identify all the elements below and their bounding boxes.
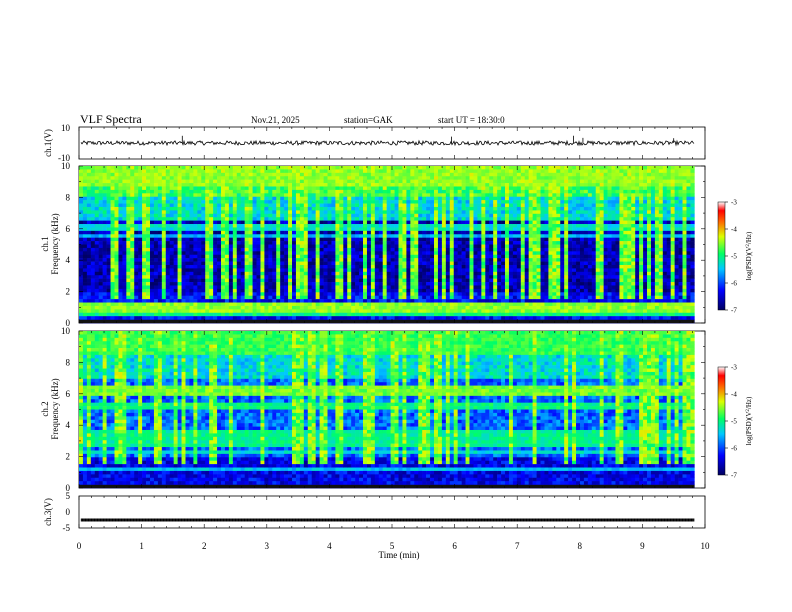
figure-title: VLF Spectra [80, 112, 142, 126]
ch1-colorbar-label: log(PSD)(V2/Hz) [745, 231, 753, 280]
frequency-tick-label: 2 [66, 452, 71, 462]
frequency-tick-label: 2 [66, 287, 71, 297]
ch2-frequency-label: Frequency (kHz) [50, 378, 60, 439]
xtick-label: 10 [701, 541, 711, 551]
colorbar-tick-label: -5 [731, 253, 737, 261]
start-time-label: start UT = 18:30:0 [438, 115, 505, 125]
frequency-tick-label: 0 [66, 483, 71, 493]
frequency-tick-label: 6 [66, 224, 71, 234]
ch3-ytick-bottom: -5 [63, 523, 71, 533]
xtick-label: 8 [578, 541, 583, 551]
xtick-label: 7 [515, 541, 520, 551]
ch3-ytick-top: 5 [66, 491, 71, 501]
ch1-ytick-bottom: -10 [58, 153, 70, 163]
ch1-spectrogram-panel: ch.1 Frequency (kHz) 0 2 4 6 8 10 [40, 161, 706, 328]
colorbar-tick-label: -7 [731, 472, 737, 480]
ch2-colorbar: -3 -4 -5 -6 -7 log(PSD)(V2/Hz) [717, 364, 753, 480]
xtick-label: 5 [390, 541, 395, 551]
date-label: Nov.21, 2025 [251, 115, 300, 125]
ch2-spectrogram-image [79, 331, 695, 489]
frequency-tick-label: 8 [66, 357, 71, 367]
ch2-spectrogram-panel: ch.2 Frequency (kHz) 0 2 4 6 8 10 [40, 326, 706, 493]
frequency-tick-label: 0 [66, 318, 71, 328]
ch1-spectrogram-image [79, 166, 695, 324]
ch1-colorbar-scale [717, 201, 726, 311]
ch2-ylabel: ch.2 [40, 401, 50, 416]
xtick-label: 3 [265, 541, 270, 551]
ch3-waveform-panel: 5 0 -5 ch.3(V) [43, 491, 706, 533]
ch3-ytick-mid: 0 [66, 507, 71, 517]
frequency-tick-label: 6 [66, 389, 71, 399]
xtick-label: 4 [327, 541, 332, 551]
xtick-label: 9 [640, 541, 645, 551]
xtick-label: 0 [77, 541, 82, 551]
ch3-waveform-ylabel: ch.3(V) [43, 498, 53, 526]
ch1-ylabel: ch.1 [40, 236, 50, 251]
time-axis: 0 1 2 3 4 5 6 7 8 9 10 [77, 127, 710, 551]
ch1-ytick-top: 10 [61, 123, 71, 133]
xtick-label: 2 [202, 541, 207, 551]
colorbar-tick-label: -3 [731, 364, 737, 372]
colorbar-tick-label: -6 [731, 445, 737, 453]
ch1-colorbar: -3 -4 -5 -6 -7 log(PSD)(V2/Hz) [717, 199, 753, 315]
colorbar-tick-label: -3 [731, 199, 737, 207]
ch1-waveform-panel: 10 -10 ch.1(V) [43, 123, 706, 163]
colorbar-tick-label: -7 [731, 307, 737, 315]
ch1-waveform-ylabel: ch.1(V) [43, 129, 53, 157]
time-axis-label: Time (min) [379, 550, 420, 560]
frequency-tick-label: 4 [66, 420, 71, 430]
colorbar-tick-label: -5 [731, 418, 737, 426]
ch2-colorbar-scale [717, 366, 726, 476]
ch1-waveform-line [80, 139, 695, 147]
ch3-waveform-frame [78, 495, 706, 529]
frequency-tick-label: 10 [61, 326, 71, 336]
frequency-tick-label: 10 [61, 161, 71, 171]
ch1-frequency-label: Frequency (kHz) [50, 213, 60, 274]
colorbar-tick-label: -6 [731, 280, 737, 288]
xtick-label: 1 [139, 541, 144, 551]
colorbar-tick-label: -4 [731, 391, 737, 399]
frequency-tick-label: 8 [66, 192, 71, 202]
xtick-label: 6 [452, 541, 457, 551]
ch2-colorbar-label: log(PSD)(V2/Hz) [745, 396, 753, 445]
frequency-tick-label: 4 [66, 255, 71, 265]
colorbar-tick-label: -4 [731, 226, 737, 234]
station-label: station=GAK [344, 115, 393, 125]
